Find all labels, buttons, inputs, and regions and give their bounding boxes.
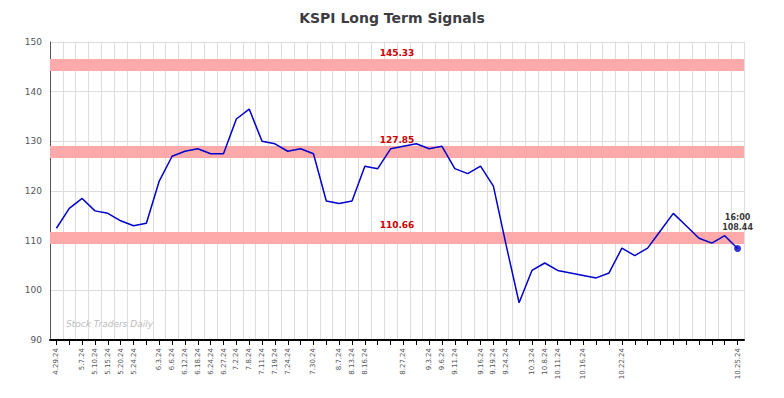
svg-text:100: 100: [25, 285, 42, 295]
svg-text:7.2.24: 7.2.24: [232, 347, 240, 370]
svg-text:7.8.24: 7.8.24: [245, 347, 253, 370]
svg-text:4.29.24: 4.29.24: [52, 347, 60, 374]
svg-text:8.27.24: 8.27.24: [399, 347, 407, 374]
svg-text:140: 140: [25, 87, 42, 97]
svg-text:8.7.24: 8.7.24: [335, 347, 343, 370]
svg-text:5.20.24: 5.20.24: [117, 347, 125, 374]
svg-text:Stock Traders Daily: Stock Traders Daily: [66, 319, 154, 329]
svg-text:16:00: 16:00: [725, 213, 751, 222]
svg-text:10.16.24: 10.16.24: [579, 347, 587, 379]
svg-text:110: 110: [25, 236, 42, 246]
svg-text:9.6.24: 9.6.24: [438, 347, 446, 370]
svg-text:127.85: 127.85: [380, 135, 415, 145]
svg-text:9.24.24: 9.24.24: [502, 347, 510, 374]
svg-text:6.18.24: 6.18.24: [194, 347, 202, 374]
svg-text:7.24.24: 7.24.24: [284, 347, 292, 374]
svg-text:9.16.24: 9.16.24: [477, 347, 485, 374]
svg-text:150: 150: [25, 37, 42, 47]
svg-text:KSPI Long Term Signals: KSPI Long Term Signals: [299, 10, 485, 26]
svg-text:5.15.24: 5.15.24: [104, 347, 112, 374]
svg-text:6.6.24: 6.6.24: [168, 347, 176, 370]
svg-text:130: 130: [25, 136, 42, 146]
svg-text:5.24.24: 5.24.24: [130, 347, 138, 374]
svg-text:5.10.24: 5.10.24: [91, 347, 99, 374]
svg-text:6.3.24: 6.3.24: [155, 347, 163, 370]
svg-text:9.19.24: 9.19.24: [489, 347, 497, 374]
svg-text:6.24.24: 6.24.24: [207, 347, 215, 374]
svg-text:10.22.24: 10.22.24: [618, 347, 626, 379]
svg-text:10.3.24: 10.3.24: [528, 347, 536, 374]
svg-text:9.11.24: 9.11.24: [451, 347, 459, 374]
svg-text:120: 120: [25, 186, 42, 196]
svg-text:7.19.24: 7.19.24: [271, 347, 279, 374]
svg-text:6.27.24: 6.27.24: [220, 347, 228, 374]
svg-text:145.33: 145.33: [380, 48, 415, 58]
svg-text:10.25.24: 10.25.24: [734, 347, 742, 379]
svg-text:108.44: 108.44: [722, 223, 753, 232]
svg-text:7.30.24: 7.30.24: [309, 347, 317, 374]
svg-text:10.11.24: 10.11.24: [554, 347, 562, 379]
svg-text:8.13.24: 8.13.24: [348, 347, 356, 374]
svg-text:9.3.24: 9.3.24: [425, 347, 433, 370]
svg-text:110.66: 110.66: [380, 220, 415, 230]
svg-text:5.7.24: 5.7.24: [78, 347, 86, 370]
svg-text:90: 90: [31, 335, 43, 345]
svg-text:6.12.24: 6.12.24: [181, 347, 189, 374]
svg-text:10.8.24: 10.8.24: [541, 347, 549, 374]
svg-text:8.16.24: 8.16.24: [361, 347, 369, 374]
svg-text:7.11.24: 7.11.24: [258, 347, 266, 374]
